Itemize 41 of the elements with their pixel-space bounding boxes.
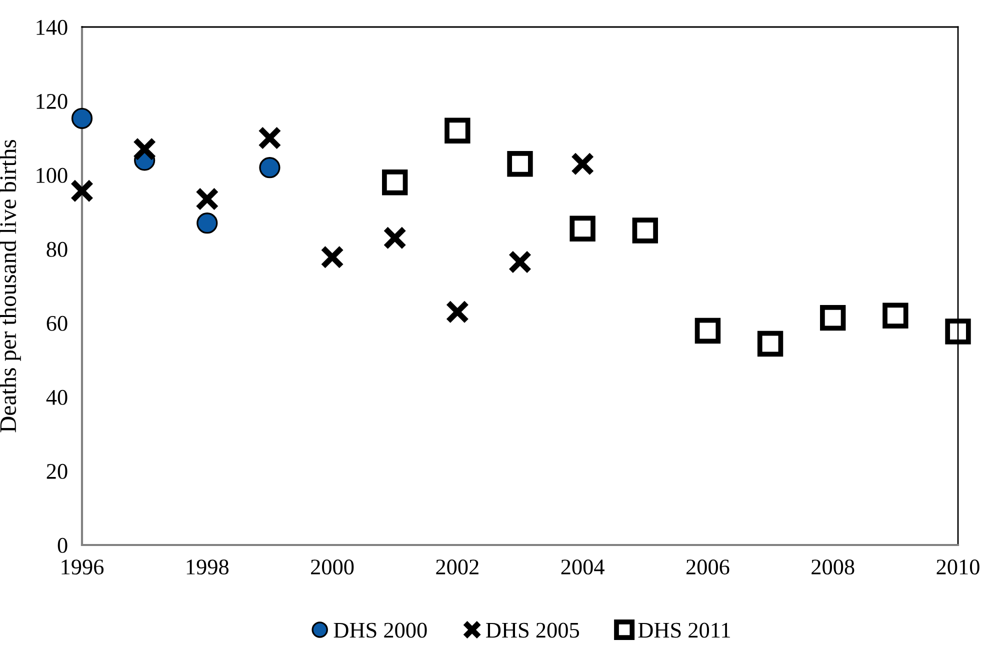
legend-label: DHS 2000	[334, 622, 427, 638]
point	[945, 318, 971, 344]
point	[507, 151, 533, 177]
point	[508, 250, 532, 274]
point	[570, 152, 594, 176]
point	[820, 304, 846, 331]
point	[196, 212, 218, 234]
point	[694, 318, 721, 344]
point	[632, 218, 658, 244]
point	[195, 187, 219, 211]
y-tick-label: 20	[46, 464, 68, 479]
point	[70, 179, 94, 203]
x-tick-label: 2002	[436, 560, 478, 575]
point	[757, 330, 784, 357]
point	[259, 157, 280, 178]
x-tick-label: 2004	[561, 560, 604, 575]
x-tick-label: 1998	[186, 560, 229, 575]
x-tick-label: 2010	[936, 560, 980, 575]
x-tick-label: 1996	[62, 560, 104, 575]
y-tick-label: 80	[46, 242, 68, 257]
point	[320, 245, 344, 269]
point	[570, 216, 596, 242]
point	[258, 126, 282, 150]
y-tick-label: 100	[36, 168, 68, 183]
point	[882, 302, 908, 328]
legend-label: DHS 2005	[486, 622, 579, 638]
y-tick-label: 60	[46, 316, 68, 331]
point	[132, 137, 156, 161]
point	[382, 170, 408, 196]
y-tick-label: 140	[36, 20, 68, 35]
x-tick-label: 2000	[311, 560, 354, 575]
x-tick-label: 2006	[686, 560, 730, 575]
x-tick-label: 2008	[812, 560, 854, 575]
y-tick-label: 0	[58, 538, 68, 553]
point	[446, 300, 470, 324]
y-tick-label: 40	[46, 390, 68, 405]
point	[444, 118, 470, 144]
point	[71, 108, 93, 129]
y-tick-label: 120	[36, 94, 68, 109]
point	[383, 226, 407, 250]
legend-label: DHS 2011	[638, 622, 730, 638]
